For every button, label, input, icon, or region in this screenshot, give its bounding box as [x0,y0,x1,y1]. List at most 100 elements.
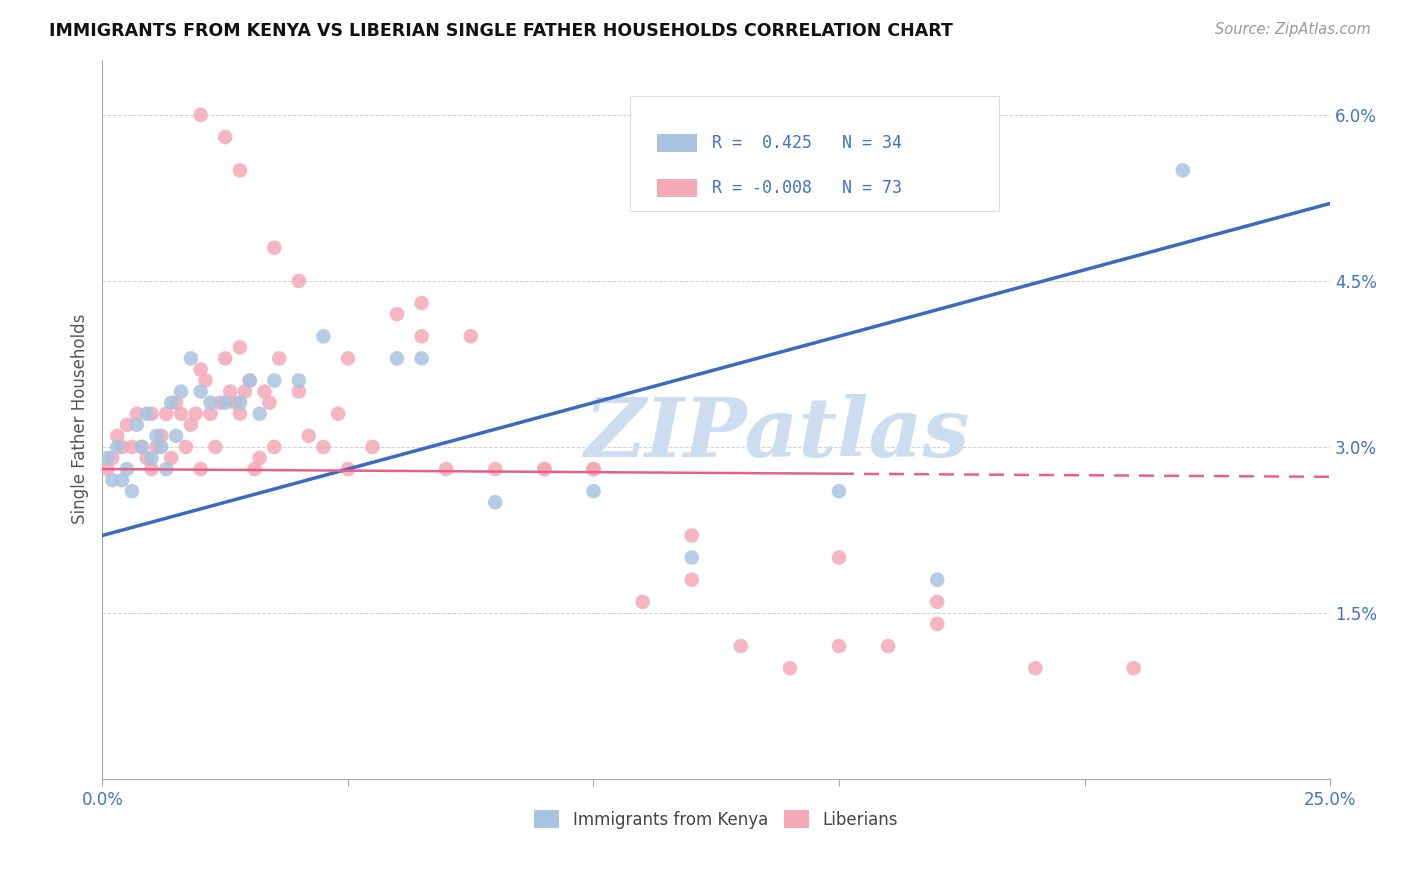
Point [877,639,900,653]
Point [111,440,134,454]
Point [336,351,359,366]
Point [828,550,851,565]
Point [411,329,433,343]
Point [105,429,128,443]
Point [385,307,408,321]
Point [385,351,408,366]
Point [115,462,138,476]
Point [582,462,605,476]
Point [631,595,654,609]
FancyBboxPatch shape [630,95,998,211]
Point [155,462,177,476]
Point [150,429,173,443]
Point [582,462,605,476]
Point [288,274,311,288]
Point [125,407,148,421]
Point [779,661,801,675]
Point [582,484,605,499]
Point [927,617,949,632]
Point [214,130,236,145]
Point [141,450,163,465]
Point [484,462,506,476]
Point [411,296,433,310]
Point [229,163,252,178]
Point [184,407,207,421]
Point [927,573,949,587]
Point [1122,661,1144,675]
Point [263,374,285,388]
Point [828,639,851,653]
Point [165,395,187,409]
Point [131,440,153,454]
Point [141,462,163,476]
Point [170,384,193,399]
Point [200,395,222,409]
Text: R = -0.008   N = 73: R = -0.008 N = 73 [711,179,903,197]
Point [101,473,124,487]
Point [233,384,256,399]
Point [121,484,143,499]
Point [484,495,506,509]
Point [336,462,359,476]
Point [190,462,212,476]
Text: Source: ZipAtlas.com: Source: ZipAtlas.com [1215,22,1371,37]
Point [243,462,266,476]
Point [155,407,177,421]
Point [180,351,202,366]
Point [160,450,183,465]
Point [190,108,212,122]
Point [681,528,703,542]
Point [298,429,321,443]
Point [180,417,202,432]
Text: IMMIGRANTS FROM KENYA VS LIBERIAN SINGLE FATHER HOUSEHOLDS CORRELATION CHART: IMMIGRANTS FROM KENYA VS LIBERIAN SINGLE… [49,22,953,40]
Y-axis label: Single Father Households: Single Father Households [72,314,89,524]
Point [229,340,252,354]
Point [361,440,384,454]
Point [249,407,271,421]
Point [730,639,752,653]
Point [288,374,311,388]
Point [170,407,193,421]
Point [125,417,148,432]
Point [533,462,555,476]
Point [239,374,262,388]
Point [533,462,555,476]
Point [145,440,167,454]
Point [411,351,433,366]
Point [239,374,262,388]
Point [259,395,281,409]
Point [681,573,703,587]
Point [135,407,157,421]
Point [194,374,217,388]
Point [828,484,851,499]
Point [326,407,349,421]
Point [96,450,118,465]
Point [269,351,291,366]
Point [101,450,124,465]
Point [224,395,246,409]
Point [111,473,134,487]
Point [165,429,187,443]
Point [460,329,482,343]
Point [229,395,252,409]
Point [434,462,457,476]
Point [135,450,157,465]
Point [253,384,276,399]
Legend: Immigrants from Kenya, Liberians: Immigrants from Kenya, Liberians [527,804,905,835]
Point [229,407,252,421]
Point [131,440,153,454]
Point [927,595,949,609]
Point [1024,661,1046,675]
Point [121,440,143,454]
Point [312,440,335,454]
Point [174,440,197,454]
Text: ZIPatlas: ZIPatlas [585,393,970,474]
Point [288,384,311,399]
Text: R =  0.425   N = 34: R = 0.425 N = 34 [711,134,903,152]
Point [190,384,212,399]
Bar [658,134,697,152]
Point [1171,163,1194,178]
Point [214,351,236,366]
Point [160,395,183,409]
Point [200,407,222,421]
